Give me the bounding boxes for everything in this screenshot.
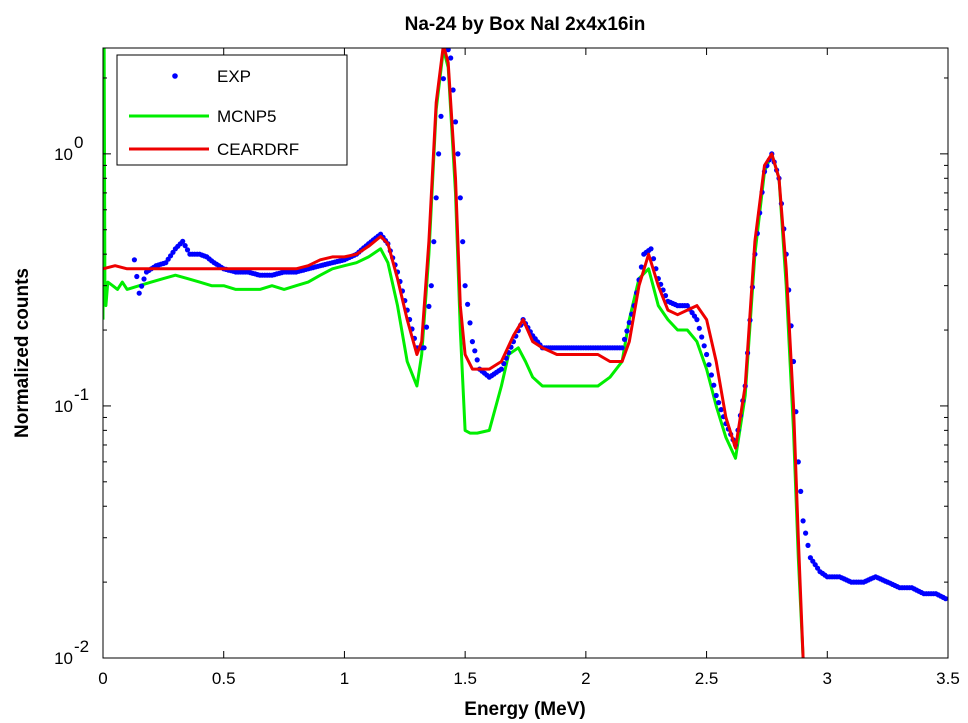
- exp-point: [713, 392, 719, 399]
- y-tick-exponent: 0: [74, 133, 83, 152]
- exp-point: [472, 348, 478, 354]
- exp-point: [448, 55, 454, 61]
- exp-point: [469, 339, 475, 345]
- x-tick-label: 2.5: [695, 669, 719, 688]
- exp-point: [648, 246, 654, 252]
- x-tick-label: 3: [823, 669, 832, 688]
- x-tick-label: 1.5: [453, 669, 477, 688]
- x-axis-label: Energy (MeV): [464, 699, 585, 720]
- exp-point: [440, 76, 446, 82]
- exp-point: [452, 119, 459, 125]
- exp-point: [136, 290, 142, 296]
- exp-point: [184, 247, 191, 253]
- exp-point: [619, 345, 625, 351]
- x-tick-label: 3.5: [936, 669, 960, 688]
- exp-point: [798, 488, 804, 494]
- exp-point: [701, 343, 707, 349]
- x-tick-label: 0.5: [212, 669, 236, 688]
- exp-point: [638, 264, 645, 270]
- exp-point: [800, 518, 806, 524]
- x-tick-label: 2: [581, 669, 590, 688]
- exp-point: [699, 334, 705, 340]
- exp-point: [805, 542, 811, 549]
- x-tick-label: 0: [98, 669, 107, 688]
- exp-point: [708, 372, 715, 378]
- exp-point: [182, 243, 188, 249]
- exp-point: [443, 39, 448, 44]
- exp-point: [706, 362, 712, 368]
- exp-point: [650, 256, 657, 262]
- y-tick-label: 10: [54, 397, 73, 416]
- exp-point: [436, 151, 442, 157]
- exp-point: [718, 407, 724, 413]
- y-tick-exponent: -1: [74, 385, 89, 404]
- exp-point: [704, 351, 710, 358]
- series-ceardrf-line: [103, 48, 805, 658]
- exp-point: [134, 273, 140, 280]
- exp-point: [621, 336, 628, 342]
- exp-point: [450, 87, 456, 93]
- exp-point: [716, 400, 722, 406]
- exp-point: [696, 325, 702, 331]
- exp-point: [423, 324, 430, 330]
- legend-ceardrf-label: CEARDRF: [217, 140, 299, 159]
- exp-point: [428, 283, 434, 289]
- exp-point: [460, 239, 466, 245]
- exp-point: [421, 345, 427, 351]
- y-axis-label: Normalized counts: [12, 268, 33, 438]
- exp-point: [467, 320, 473, 326]
- exp-point: [141, 276, 147, 282]
- y-tick-label: 10: [54, 145, 73, 164]
- exp-point: [455, 151, 461, 157]
- exp-point: [624, 328, 630, 334]
- plot-area: [103, 39, 948, 658]
- exp-point: [474, 357, 480, 363]
- exp-point: [438, 113, 444, 119]
- y-tick-exponent: -2: [74, 637, 89, 656]
- exp-point: [445, 48, 451, 53]
- exp-point: [131, 257, 137, 263]
- x-tick-label: 1: [340, 669, 349, 688]
- exp-point: [498, 366, 504, 372]
- legend-exp-marker: [172, 73, 178, 79]
- exp-point: [711, 382, 717, 388]
- exp-point: [433, 195, 439, 201]
- exp-point: [462, 283, 468, 289]
- exp-point: [426, 303, 432, 309]
- exp-point: [139, 283, 145, 289]
- legend-mcnp5-label: MCNP5: [217, 107, 277, 126]
- y-tick-label: 10: [54, 649, 73, 668]
- exp-point: [626, 319, 632, 326]
- chart-title: Na-24 by Box NaI 2x4x16in: [405, 14, 646, 35]
- exp-point: [180, 238, 186, 244]
- exp-point: [803, 530, 809, 536]
- legend-exp-label: EXP: [217, 67, 251, 86]
- exp-point: [465, 301, 471, 307]
- exp-point: [943, 596, 948, 602]
- plot-frame: [102, 47, 949, 659]
- exp-point: [694, 317, 700, 323]
- exp-point: [457, 195, 463, 201]
- legend-box: [116, 54, 348, 166]
- legend: EXP MCNP5 CEARDRF: [116, 54, 348, 166]
- exp-point: [431, 239, 437, 245]
